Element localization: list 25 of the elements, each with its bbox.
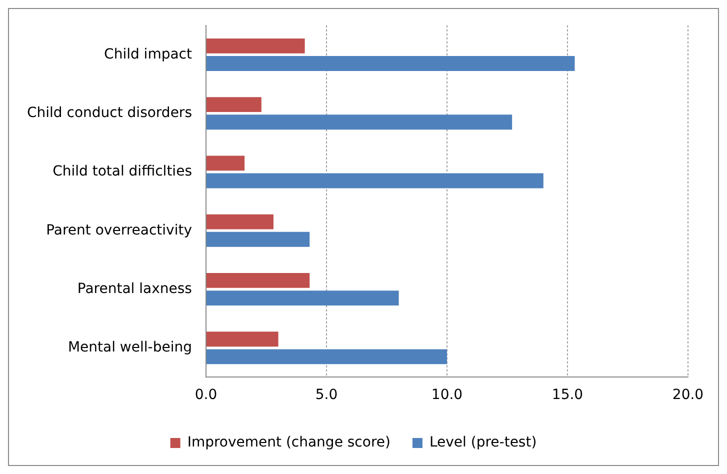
x-tick-label: 15.0 bbox=[552, 387, 584, 404]
bar bbox=[206, 56, 575, 71]
bar bbox=[206, 97, 262, 112]
legend-label: Improvement (change score) bbox=[187, 434, 390, 451]
bar bbox=[206, 114, 512, 130]
x-tick-label: 20.0 bbox=[672, 387, 704, 404]
bar bbox=[206, 349, 447, 364]
y-tick-label: Child conduct disorders bbox=[26, 104, 192, 121]
y-tick-label: Child total difficlties bbox=[52, 164, 192, 180]
x-tick-label: 0.0 bbox=[194, 387, 218, 404]
bar bbox=[206, 332, 278, 347]
x-tick-label: 10.0 bbox=[431, 387, 463, 404]
bar bbox=[206, 290, 399, 306]
y-tick-label: Parent overreactivity bbox=[46, 222, 192, 238]
x-tick-label: 5.0 bbox=[315, 387, 338, 404]
bar bbox=[206, 214, 274, 230]
bar bbox=[206, 38, 305, 54]
y-tick-label: Child impact bbox=[104, 46, 192, 62]
y-tick-label: Mental well-being bbox=[68, 340, 192, 356]
bar bbox=[206, 272, 310, 288]
bar bbox=[206, 232, 310, 247]
legend-label: Level (pre-test) bbox=[429, 434, 537, 451]
bar bbox=[206, 173, 544, 188]
y-tick-label: Parental laxness bbox=[77, 280, 192, 297]
bar bbox=[206, 156, 245, 171]
